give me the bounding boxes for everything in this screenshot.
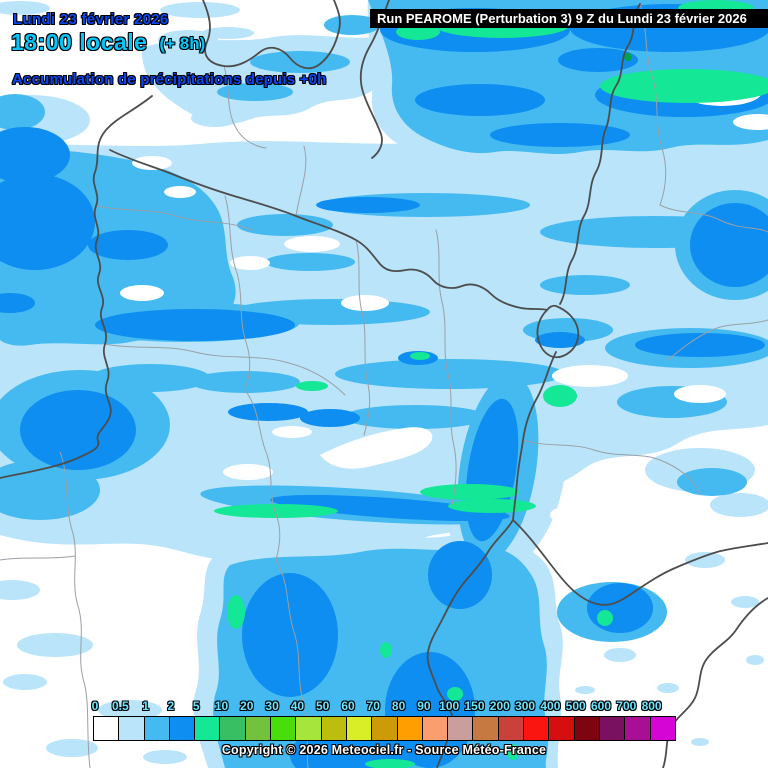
legend-tick-label: 100 xyxy=(439,699,460,713)
legend-swatch xyxy=(345,716,373,741)
legend-swatch xyxy=(295,716,322,741)
legend-swatch xyxy=(497,716,525,741)
precip-legend-swatches xyxy=(93,716,676,741)
legend-swatch xyxy=(194,716,221,741)
legend-tick-label: 400 xyxy=(540,699,561,713)
legend-tick-label: 80 xyxy=(391,699,406,713)
legend-swatch xyxy=(421,716,449,741)
legend-swatch xyxy=(624,716,651,741)
legend-tick-label: 200 xyxy=(489,699,510,713)
legend-swatch xyxy=(598,716,626,741)
forecast-offset-label: (+ 8h) xyxy=(159,34,206,53)
legend-tick-label: 0.5 xyxy=(111,699,129,713)
legend-swatch xyxy=(472,716,499,741)
run-info-bar: Run PEAROME (Perturbation 3) 9 Z du Lund… xyxy=(370,9,768,28)
legend-tick-label: 300 xyxy=(515,699,536,713)
legend-swatch xyxy=(244,716,272,741)
precip-layer-dark-green xyxy=(624,53,632,61)
legend-tick-label: 600 xyxy=(590,699,612,713)
legend-tick-label: 50 xyxy=(316,699,330,713)
copyright-label: Copyright © 2026 Meteociel.fr - Source M… xyxy=(221,743,547,757)
legend-tick-label: 800 xyxy=(641,699,662,713)
legend-swatch xyxy=(649,716,676,741)
legend-swatch xyxy=(270,716,297,741)
legend-tick-label: 20 xyxy=(240,699,254,713)
legend-tick-label: 60 xyxy=(341,699,355,713)
legend-swatch xyxy=(118,716,145,741)
legend-swatch xyxy=(219,716,246,741)
legend-tick-label: 70 xyxy=(366,699,380,713)
legend-tick-label: 30 xyxy=(265,699,279,713)
legend-tick-label: 150 xyxy=(464,699,485,713)
legend-swatch xyxy=(523,716,550,741)
legend-swatch xyxy=(447,716,474,741)
forecast-time-row: 18:00 locale (+ 8h) xyxy=(11,29,205,56)
legend-swatch xyxy=(168,716,196,741)
legend-swatch xyxy=(371,716,398,741)
precip-layer-green xyxy=(214,0,768,768)
legend-tick-label: 1 xyxy=(142,699,149,713)
legend-tick-label: 5 xyxy=(192,699,200,713)
legend-swatch xyxy=(320,716,347,741)
legend-swatch xyxy=(573,716,600,741)
legend-tick-label: 700 xyxy=(616,699,637,713)
legend-tick-label: 40 xyxy=(290,699,305,713)
legend-swatch xyxy=(143,716,170,741)
legend-swatch xyxy=(396,716,423,741)
legend-tick-label: 10 xyxy=(214,699,229,713)
legend-tick-label: 0 xyxy=(91,699,99,713)
legend-swatch xyxy=(548,716,575,741)
legend-tick-label: 90 xyxy=(417,699,431,713)
legend-swatch xyxy=(93,716,120,741)
legend-tick-label: 2 xyxy=(167,699,175,713)
legend-tick-label: 500 xyxy=(565,699,586,713)
department-borders xyxy=(0,3,768,768)
forecast-time-label: 18:00 locale xyxy=(11,29,148,55)
forecast-date-label: Lundi 23 février 2026 xyxy=(13,11,169,28)
map-parameter-label: Accumulation de précipitations depuis +0… xyxy=(12,71,327,88)
